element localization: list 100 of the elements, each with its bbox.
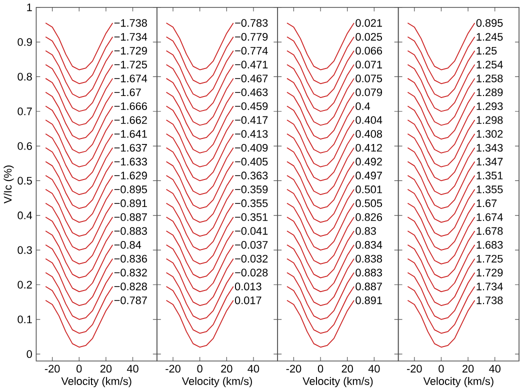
series-label: −0.887	[114, 213, 147, 222]
series-label: 1.683	[476, 241, 503, 249]
series-label: −1.67	[114, 88, 141, 96]
series-label: 1.729	[476, 268, 503, 277]
series-label: 0.4	[356, 102, 370, 110]
series-label: 1.738	[476, 296, 503, 304]
y-tick-label: 0.3	[18, 246, 32, 254]
series-label: −0.463	[235, 88, 268, 96]
x-tick-label: -20	[407, 364, 422, 373]
y-tick-label: 0.9	[18, 38, 32, 46]
series-label: 0.075	[356, 74, 382, 82]
series-label: −0.032	[235, 254, 268, 263]
x-tick-label: 0	[76, 364, 82, 373]
x-tick-label: 0	[318, 364, 324, 373]
series-label: 0.826	[356, 213, 382, 222]
series-label: 0.021	[356, 19, 382, 27]
series-label: 1.725	[476, 254, 503, 263]
series-label: 1.298	[476, 116, 503, 124]
series-label: −1.725	[114, 60, 147, 69]
y-tick-label: 0.8	[18, 72, 32, 81]
series-label: −0.041	[235, 227, 268, 235]
x-tick-label: 40	[126, 364, 138, 373]
series-label: −0.467	[235, 74, 268, 82]
series-label: −1.674	[114, 74, 148, 82]
x-tick-label: 40	[489, 364, 500, 373]
series-label: 0.408	[356, 130, 382, 138]
series-label: 0.834	[356, 241, 382, 249]
series-label: −0.84	[114, 241, 142, 249]
x-axis-title: Velocity (km/s)	[302, 377, 373, 388]
y-tick-label: 0	[26, 350, 32, 358]
series-label: −0.037	[235, 241, 268, 249]
series-label: 1.343	[476, 144, 503, 152]
x-tick-label: -20	[166, 364, 180, 373]
series-label: −1.738	[114, 19, 147, 27]
series-label: 0.025	[356, 33, 382, 41]
x-tick-label: 20	[100, 364, 112, 373]
x-tick-label: 20	[462, 364, 474, 373]
series-label: 0.492	[356, 158, 382, 166]
series-label: −1.637	[114, 144, 147, 152]
x-tick-label: 0	[438, 364, 444, 373]
series-label: −0.405	[235, 158, 268, 166]
series-label: 1.351	[476, 172, 503, 180]
series-label: −1.633	[114, 158, 147, 166]
series-label: −0.359	[235, 186, 268, 194]
y-tick-label: 0.2	[18, 280, 32, 289]
series-label: −0.783	[235, 19, 268, 27]
series-label: 0.071	[356, 60, 382, 69]
x-tick-label: -20	[286, 364, 302, 373]
series-label: 1.289	[476, 88, 503, 96]
series-label: −0.459	[235, 102, 268, 110]
series-label: 1.678	[476, 227, 503, 235]
series-label: 0.891	[356, 296, 382, 304]
series-label: −0.417	[235, 116, 268, 124]
series-label: 1.258	[476, 74, 503, 82]
series-label: 1.674	[476, 213, 503, 222]
series-label: 0.066	[356, 46, 382, 55]
series-label: 1.67	[476, 200, 497, 208]
series-label: −0.413	[235, 130, 268, 138]
series-label: 1.25	[476, 46, 497, 55]
y-tick-label: 0.1	[18, 316, 32, 324]
series-label: −0.409	[235, 144, 268, 152]
y-tick-label: 0.5	[18, 176, 32, 185]
x-tick-label: 0	[197, 364, 202, 373]
x-axis-title: Velocity (km/s)	[423, 377, 494, 388]
series-label: −0.828	[114, 282, 147, 290]
series-label: 0.895	[476, 19, 503, 27]
series-label: 0.883	[356, 268, 382, 277]
series-label: −0.363	[235, 172, 268, 180]
y-tick-label: 0.6	[18, 142, 32, 150]
series-label: −0.836	[114, 254, 147, 263]
y-tick-label: 0.4	[18, 212, 32, 220]
series-label: −1.734	[114, 33, 148, 41]
series-label: −0.774	[235, 46, 268, 55]
x-tick-label: 20	[221, 364, 232, 373]
series-label: 1.245	[476, 33, 503, 41]
series-label: −1.641	[114, 130, 147, 138]
series-label: 0.838	[356, 254, 382, 263]
x-tick-label: 40	[368, 364, 380, 373]
series-label: 0.404	[356, 116, 382, 124]
series-label: −0.351	[235, 213, 268, 222]
series-label: 0.505	[356, 200, 382, 208]
series-label: 0.887	[356, 282, 382, 290]
x-axis-title: Velocity (km/s)	[61, 377, 132, 388]
series-label: 0.017	[234, 296, 262, 304]
series-label: −0.471	[235, 60, 268, 69]
series-label: −0.355	[235, 200, 268, 208]
series-label: −1.662	[114, 116, 147, 124]
series-label: −0.779	[235, 33, 268, 41]
series-label: 1.347	[476, 158, 503, 166]
series-label: 0.013	[234, 282, 262, 290]
series-label: −1.666	[114, 102, 147, 110]
series-label: −0.787	[114, 296, 147, 304]
series-label: −1.729	[114, 46, 147, 55]
y-tick-label: 1	[27, 4, 32, 12]
series-label: 1.293	[476, 102, 503, 110]
series-label: −0.891	[114, 200, 147, 208]
series-label: 0.83	[356, 227, 376, 235]
x-axis-title: Velocity (km/s)	[182, 377, 252, 388]
x-tick-label: -20	[44, 364, 60, 373]
series-label: 1.355	[476, 186, 503, 194]
